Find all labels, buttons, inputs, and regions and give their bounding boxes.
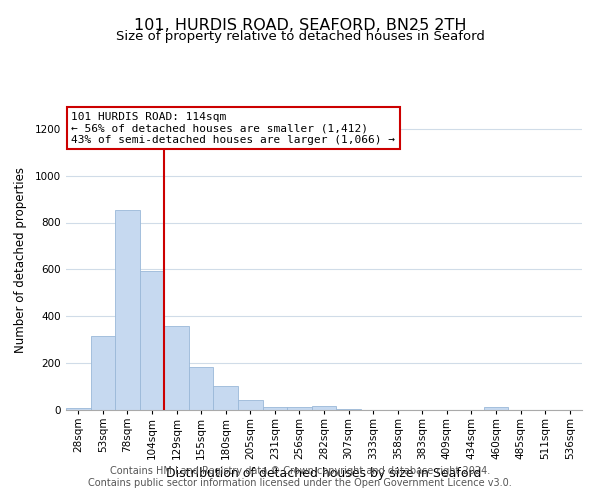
Text: Size of property relative to detached houses in Seaford: Size of property relative to detached ho… <box>116 30 484 43</box>
Bar <box>140 270 164 410</box>
Bar <box>214 386 238 410</box>
Bar <box>312 406 336 410</box>
Bar <box>91 336 115 410</box>
X-axis label: Distribution of detached houses by size in Seaford: Distribution of detached houses by size … <box>166 468 482 480</box>
Bar <box>484 407 508 410</box>
Y-axis label: Number of detached properties: Number of detached properties <box>14 167 26 353</box>
Bar <box>336 409 361 410</box>
Bar <box>164 326 189 410</box>
Bar <box>287 406 312 410</box>
Bar <box>66 408 91 410</box>
Text: 101 HURDIS ROAD: 114sqm
← 56% of detached houses are smaller (1,412)
43% of semi: 101 HURDIS ROAD: 114sqm ← 56% of detache… <box>71 112 395 144</box>
Bar <box>189 366 214 410</box>
Bar <box>238 400 263 410</box>
Bar <box>263 406 287 410</box>
Bar <box>115 210 140 410</box>
Text: 101, HURDIS ROAD, SEAFORD, BN25 2TH: 101, HURDIS ROAD, SEAFORD, BN25 2TH <box>134 18 466 32</box>
Text: Contains HM Land Registry data © Crown copyright and database right 2024.
Contai: Contains HM Land Registry data © Crown c… <box>88 466 512 487</box>
